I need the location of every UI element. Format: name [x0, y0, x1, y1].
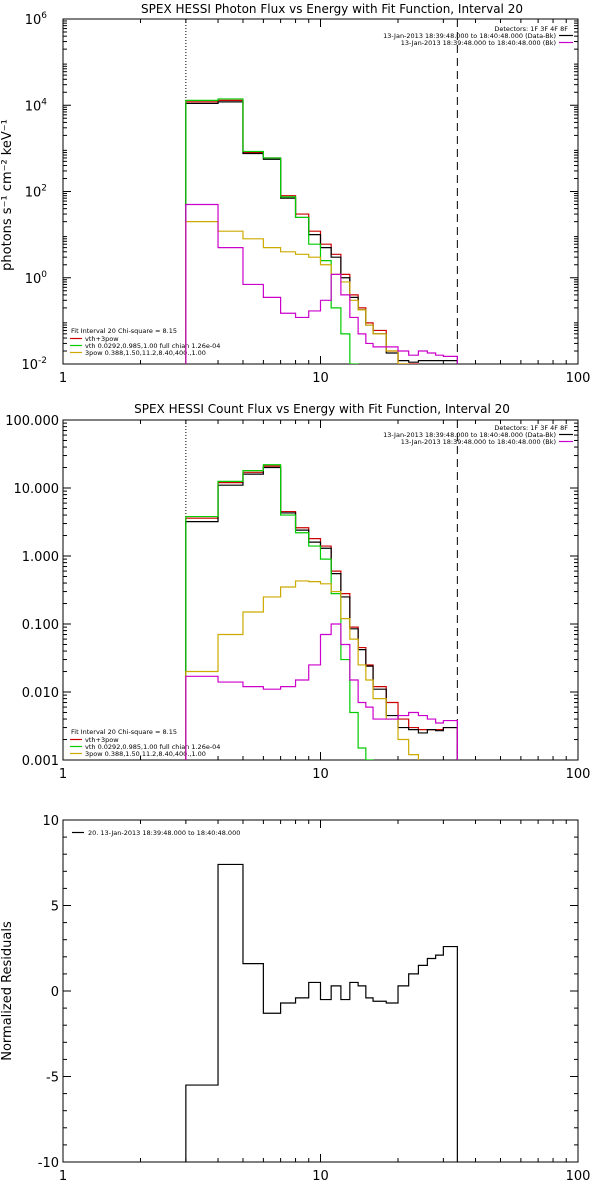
series-line-2	[185, 98, 359, 364]
y-tick-label: 10	[42, 814, 59, 829]
y-tick-label: 10.000	[14, 482, 60, 497]
x-tick-label: 100	[566, 767, 591, 782]
y-tick-label: 1.000	[22, 550, 59, 565]
series-line-0	[185, 465, 458, 760]
legend-top: Detectors: 1F 3F 4F 8F 13-Jan-2013 18:39…	[383, 424, 573, 446]
plot-frame	[62, 419, 579, 761]
y-tick-label: 100	[25, 270, 48, 287]
legend-entry: 13-Jan-2013 18:39:48.000 to 18:40:48.000…	[383, 431, 556, 439]
y-tick-label: 102	[25, 184, 47, 201]
x-tick-label: 100	[566, 371, 591, 386]
y-tick-label: 0.010	[22, 686, 59, 701]
legend-header: Detectors: 1F 3F 4F 8F	[494, 424, 568, 432]
legend-top: Detectors: 1F 3F 4F 8F 13-Jan-2013 18:39…	[383, 25, 573, 47]
count-flux-chart: SPEX HESSI Count Flux vs Energy with Fit…	[5, 402, 591, 782]
legend-entry: 13-Jan-2013 18:39:48.000 to 18:40:48.000…	[401, 438, 556, 446]
x-tick-label: 1	[59, 371, 67, 386]
series-line-3	[185, 221, 410, 364]
legend-entry: 13-Jan-2013 18:39:48.000 to 18:40:48.000…	[383, 32, 556, 40]
legend-entry: vth+3pow	[85, 335, 119, 343]
y-tick-label: 0.001	[22, 754, 59, 769]
x-tick-label: 100	[566, 1169, 591, 1184]
photon-flux-chart: SPEX HESSI Photon Flux vs Energy with Fi…	[0, 2, 591, 386]
x-tick-label: 10	[312, 767, 329, 782]
residuals-chart: Normalized Residuals 20. 13-Jan-2013 18:…	[0, 814, 591, 1184]
x-tick-label: 10	[312, 1169, 329, 1184]
legend-header: Fit Interval 20 Chi-square = 8.15	[71, 728, 177, 736]
legend-top: 20. 13-Jan-2013 18:39:48.000 to 18:40:48…	[72, 829, 240, 837]
legend-bottom: Fit Interval 20 Chi-square = 8.15 vth+3p…	[70, 728, 220, 758]
x-tick-label: 10	[312, 371, 329, 386]
legend-entry: vth+3pow	[85, 736, 119, 744]
x-tick-label: 1	[59, 1169, 67, 1184]
legend-entry: 13-Jan-2013 18:39:48.000 to 18:40:48.000…	[401, 39, 556, 47]
legend-entry: 3pow 0.388,1.50,11.2,8.40,400.,1.00	[85, 750, 206, 758]
y-tick-label: 0.100	[22, 618, 59, 633]
legend-entry: 3pow 0.388,1.50,11.2,8.40,400.,1.00	[85, 349, 206, 357]
y-tick-label: 10-2	[21, 356, 47, 373]
x-tick-label: 1	[59, 767, 67, 782]
y-tick-label: -10	[38, 1156, 59, 1171]
y-tick-label: 5	[51, 900, 59, 915]
legend-header: Fit Interval 20 Chi-square = 8.15	[71, 327, 177, 335]
series-line-0	[185, 863, 458, 1162]
y-tick-label: 106	[25, 11, 48, 28]
series-line-4	[185, 203, 458, 364]
legend-bottom: Fit Interval 20 Chi-square = 8.15 vth+3p…	[70, 327, 220, 357]
series-line-1	[185, 466, 458, 760]
legend-header: Detectors: 1F 3F 4F 8F	[494, 25, 568, 33]
series-line-2	[185, 464, 374, 760]
series-line-4	[185, 623, 458, 760]
series-line-3	[185, 580, 419, 760]
plot-frame	[62, 18, 579, 365]
y-tick-label: 104	[25, 97, 48, 114]
y-tick-label: -5	[46, 1071, 59, 1086]
legend-entry: vth 0.0292,0.985,1.00 full chian 1.26e-0…	[85, 342, 220, 350]
y-tick-label: 0	[51, 985, 59, 1000]
chart-title: SPEX HESSI Count Flux vs Energy with Fit…	[134, 402, 510, 416]
y-axis-label: Normalized Residuals	[0, 921, 15, 1061]
y-axis-label: photons s⁻¹ cm⁻² keV⁻¹	[0, 119, 15, 271]
legend-entry: 20. 13-Jan-2013 18:39:48.000 to 18:40:48…	[88, 829, 240, 837]
y-tick-label: 100.000	[5, 414, 59, 429]
chart-title: SPEX HESSI Photon Flux vs Energy with Fi…	[141, 2, 523, 16]
legend-entry: vth 0.0292,0.985,1.00 full chian 1.26e-0…	[85, 743, 220, 751]
